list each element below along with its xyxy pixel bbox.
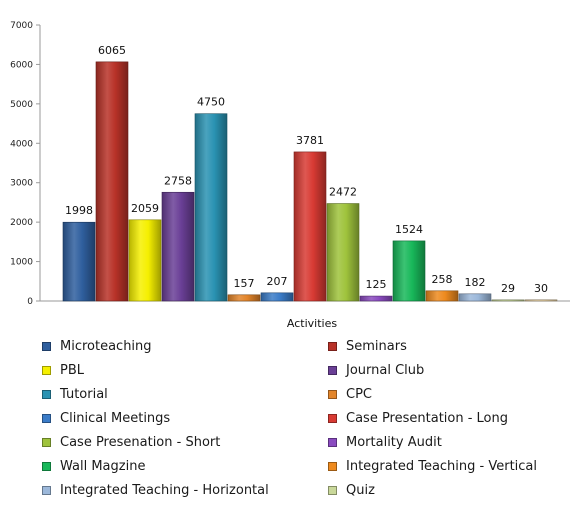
legend-item: Quiz xyxy=(328,480,375,500)
bar xyxy=(62,221,96,302)
bar xyxy=(128,219,162,302)
y-tick-label: 2000 xyxy=(10,218,33,228)
legend-label: Seminars xyxy=(346,338,407,354)
chart-plot: 0 1000 2000 3000 4000 5000 6000 7000 1998 6065 205… xyxy=(10,21,570,330)
legend-item: Integrated Teaching - Vertical xyxy=(328,456,537,476)
legend-swatch xyxy=(328,413,337,423)
legend-label: Tutorial xyxy=(60,386,108,402)
legend-label: Mortality Audit xyxy=(346,434,442,450)
data-label: 125 xyxy=(366,278,387,291)
legend-label: PBL xyxy=(60,362,85,378)
legend-item: PBL xyxy=(42,360,84,380)
legend-label: Clinical Meetings xyxy=(60,410,171,426)
legend-swatch xyxy=(328,485,337,495)
y-tick-label: 6000 xyxy=(10,60,33,70)
x-axis-title: Activities xyxy=(287,317,337,330)
legend-item: Tutorial xyxy=(42,384,108,404)
bar xyxy=(524,299,558,302)
bar xyxy=(194,113,228,302)
legend-item: Integrated Teaching - Horizontal xyxy=(42,480,269,500)
legend-label: Quiz xyxy=(346,482,375,498)
data-label: 30 xyxy=(534,282,548,295)
bar xyxy=(161,191,195,302)
legend-swatch xyxy=(328,365,337,375)
legend-item: Mortality Audit xyxy=(328,432,442,452)
legend-label: Microteaching xyxy=(60,338,152,354)
bar xyxy=(491,299,525,302)
legend-swatch xyxy=(42,413,51,423)
data-label: 29 xyxy=(501,282,515,295)
bar xyxy=(458,293,492,302)
legend-swatch xyxy=(42,341,51,351)
data-label: 1998 xyxy=(65,204,93,217)
bar xyxy=(326,203,360,302)
legend-swatch xyxy=(42,365,51,375)
legend-item: Journal Club xyxy=(328,360,424,380)
bar xyxy=(293,151,327,302)
legend-label: Wall Magzine xyxy=(60,458,146,474)
legend-item: CPC xyxy=(328,384,372,404)
bar xyxy=(95,61,129,302)
legend-item: Wall Magzine xyxy=(42,456,145,476)
bar xyxy=(227,294,261,302)
legend-item: Case Presenation - Short xyxy=(42,432,220,452)
bar xyxy=(260,292,294,302)
data-label: 4750 xyxy=(197,96,225,109)
bar xyxy=(425,290,459,302)
y-tick-label: 7000 xyxy=(10,21,33,31)
y-tick-label: 4000 xyxy=(10,139,33,149)
legend-swatch xyxy=(328,389,337,399)
legend-label: Journal Club xyxy=(346,362,425,378)
data-label: 207 xyxy=(267,275,288,288)
legend-item: Seminars xyxy=(328,336,407,356)
y-tick-label: 1000 xyxy=(10,258,33,268)
data-label: 6065 xyxy=(98,44,126,57)
bar xyxy=(359,295,393,302)
data-label: 182 xyxy=(465,276,486,289)
legend-label: Integrated Teaching - Vertical xyxy=(346,458,538,474)
legend-swatch xyxy=(42,437,51,447)
data-label: 2059 xyxy=(131,202,159,215)
legend-swatch xyxy=(328,341,337,351)
y-tick-label: 5000 xyxy=(10,100,33,110)
legend-swatch xyxy=(328,437,337,447)
legend-swatch xyxy=(42,461,51,471)
data-label: 1524 xyxy=(395,223,423,236)
legend-swatch xyxy=(42,389,51,399)
legend-label: CPC xyxy=(346,386,372,402)
y-tick-label: 3000 xyxy=(10,179,33,189)
data-label: 2472 xyxy=(329,186,357,199)
legend-label: Case Presenation - Short xyxy=(60,434,221,450)
y-tick-label: 0 xyxy=(27,297,33,307)
data-label: 3781 xyxy=(296,134,324,147)
legend-item: Microteaching xyxy=(42,336,152,356)
data-label: 258 xyxy=(432,273,453,286)
legend-swatch xyxy=(328,461,337,471)
legend-item: Clinical Meetings xyxy=(42,408,170,428)
legend-item: Case Presentation - Long xyxy=(328,408,508,428)
bar xyxy=(392,240,426,302)
legend-swatch xyxy=(42,485,51,495)
data-label: 157 xyxy=(234,277,255,290)
data-label: 2758 xyxy=(164,174,192,187)
legend-label: Case Presentation - Long xyxy=(346,410,509,426)
legend-label: Integrated Teaching - Horizontal xyxy=(60,482,269,498)
